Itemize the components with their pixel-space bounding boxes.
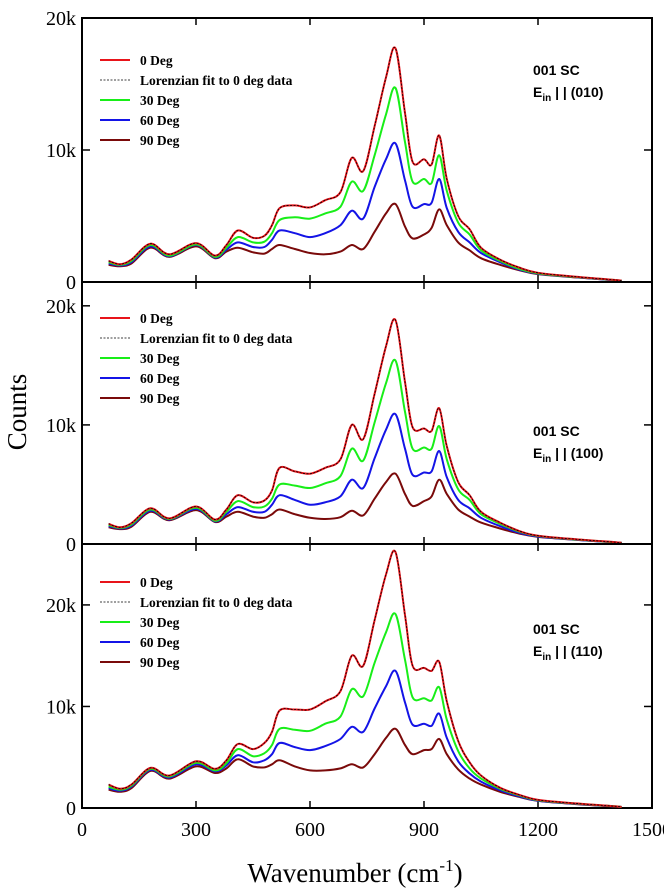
polarization-annotation: Ein | | (110) [533, 643, 603, 663]
y-tick-label: 0 [66, 272, 76, 294]
x-tick-label: 0 [77, 819, 87, 841]
sample-annotation: 001 SC [533, 423, 580, 439]
y-tick-label: 10k [46, 696, 76, 718]
y-tick-label: 10k [46, 140, 76, 162]
legend-label: 30 Deg [140, 615, 180, 630]
series-line-lorenzian-fit-to-0-deg-data [108, 46, 622, 282]
y-tick-label: 20k [46, 595, 76, 617]
polarization-annotation: Ein | | (010) [533, 84, 603, 104]
legend: 0 Deg Lorenzian fit to 0 deg data 30 Deg 60… [100, 53, 293, 148]
x-tick-label: 1500 [632, 819, 664, 841]
series-line-30-deg [108, 86, 622, 282]
series-line-90-deg [108, 727, 622, 809]
panel-100: 0 10k 20k 0 Deg Lorenzian fit to 0 deg data 3… [46, 281, 653, 556]
series-line-30-deg [108, 358, 622, 544]
x-tick-label: 300 [181, 819, 211, 841]
series-line-lorenzian-fit-to-0-deg-data [108, 318, 622, 544]
y-tick-label: 20k [46, 296, 76, 318]
legend-label: 60 Deg [140, 113, 180, 128]
y-axis-title: Counts [2, 374, 32, 451]
x-tick-label: 600 [295, 819, 325, 841]
legend-label: 60 Deg [140, 635, 180, 650]
legend-label: 0 Deg [140, 575, 173, 590]
legend-label: 90 Deg [140, 391, 180, 406]
legend-label: 30 Deg [140, 351, 180, 366]
legend-label: 30 Deg [140, 93, 180, 108]
legend-label: 90 Deg [140, 655, 180, 670]
series-line-30-deg [108, 612, 622, 808]
legend-label: Lorenzian fit to 0 deg data [140, 331, 293, 346]
y-tick-label: 10k [46, 415, 76, 437]
panel-010: 0 10k 20k 0 Deg Lorenzian fit to 0 deg data 3… [46, 8, 653, 294]
legend-label: 60 Deg [140, 371, 180, 386]
panels-group: 0 10k 20k 0 Deg Lorenzian fit to 0 deg data 3… [46, 8, 653, 820]
series-line-0-deg [108, 549, 622, 808]
legend-label: Lorenzian fit to 0 deg data [140, 73, 293, 88]
legend-label: Lorenzian fit to 0 deg data [140, 595, 293, 610]
legend-label: 90 Deg [140, 133, 180, 148]
legend: 0 Deg Lorenzian fit to 0 deg data 30 Deg 60… [100, 311, 293, 406]
x-tick-label: 1200 [518, 819, 558, 841]
legend: 0 Deg Lorenzian fit to 0 deg data 30 Deg 60… [100, 575, 293, 670]
x-tick-label: 900 [409, 819, 439, 841]
legend-label: 0 Deg [140, 311, 173, 326]
plot-frame [81, 543, 653, 809]
y-tick-label: 20k [46, 8, 76, 30]
polarization-annotation: Ein | | (100) [533, 445, 603, 465]
legend-label: 0 Deg [140, 53, 173, 68]
y-tick-label: 0 [66, 798, 76, 820]
sample-annotation: 001 SC [533, 62, 580, 78]
panel-110: 0 10k 20k 0 Deg Lorenzian fit to 0 deg data 3… [46, 543, 653, 820]
sample-annotation: 001 SC [533, 621, 580, 637]
y-tick-label: 0 [66, 534, 76, 556]
x-axis-title: Wavenumber (cm-1) [247, 856, 462, 888]
x-axis-tick-labels: 0 300 600 900 1200 1500 [77, 819, 664, 841]
